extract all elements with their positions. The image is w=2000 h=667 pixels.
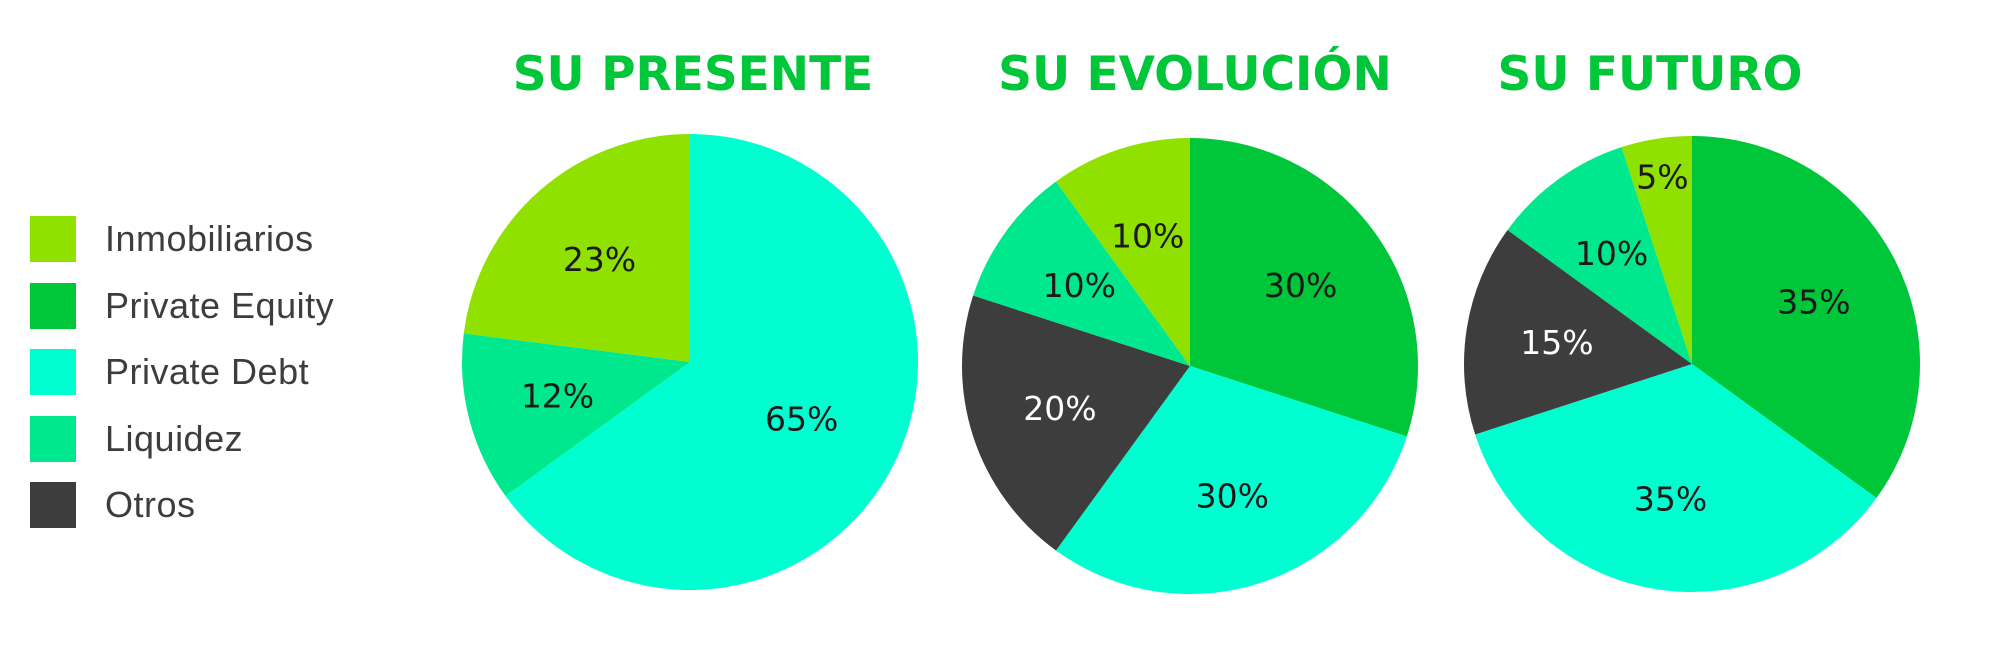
slice-label: 10% xyxy=(1043,266,1116,305)
legend-swatch xyxy=(30,216,76,263)
legend-swatch xyxy=(30,415,76,462)
slice-label: 30% xyxy=(1196,477,1269,516)
slice-label: 65% xyxy=(765,399,838,438)
pie-slice-otros xyxy=(1463,229,1692,435)
slice-label: 10% xyxy=(1111,216,1184,255)
slice-label: 15% xyxy=(1520,323,1593,362)
chart-legend: Inmobiliarios Private Equity Private Deb… xyxy=(30,206,334,539)
pie-slice-inmobiliarios xyxy=(463,134,690,362)
legend-swatch xyxy=(30,482,76,529)
slice-label: 12% xyxy=(521,377,594,416)
pie-slice-liquidez xyxy=(462,333,690,497)
legend-item-liquidez: Liquidez xyxy=(30,406,334,473)
legend-label: Private Equity xyxy=(105,284,335,326)
slice-label: 35% xyxy=(1634,480,1707,519)
legend-label: Inmobiliarios xyxy=(105,218,314,260)
pie-slices: 65% 12% 23% xyxy=(462,134,918,590)
pie-chart-su-futuro: SU FUTURO 35% 35% 15% 10% 5% xyxy=(1463,47,1921,593)
pie-chart-su-evolucion: SU EVOLUCIÓN 30% 30% 20% 10% 10% xyxy=(961,47,1419,595)
pie-slice-private-debt xyxy=(1055,366,1407,595)
legend-swatch xyxy=(30,282,76,329)
pie-slice-inmobiliarios xyxy=(1621,136,1692,364)
pie-slice-liquidez xyxy=(1507,147,1692,364)
slice-label: 35% xyxy=(1777,282,1850,321)
pie-slices: 30% 30% 20% 10% 10% xyxy=(961,138,1419,595)
pie-slice-private-debt xyxy=(505,134,918,590)
slice-label: 10% xyxy=(1575,234,1648,273)
pie-slice-private-debt xyxy=(1475,364,1877,593)
pie-chart-su-presente: SU PRESENTE 65% 12% 23% xyxy=(462,47,918,590)
legend-label: Otros xyxy=(105,484,196,526)
pie-slice-otros xyxy=(961,295,1190,551)
chart-title: SU EVOLUCIÓN xyxy=(998,47,1392,102)
legend-swatch xyxy=(30,349,76,396)
legend-item-private-debt: Private Debt xyxy=(30,339,334,406)
slice-label: 23% xyxy=(563,240,636,279)
legend-item-inmobiliarios: Inmobiliarios xyxy=(30,206,334,273)
chart-title: SU PRESENTE xyxy=(513,47,874,102)
legend-label: Liquidez xyxy=(105,417,244,459)
slice-label: 30% xyxy=(1264,266,1337,305)
pie-slices: 35% 35% 15% 10% 5% xyxy=(1463,136,1921,593)
legend-item-private-equity: Private Equity xyxy=(30,273,334,340)
pie-slice-inmobiliarios xyxy=(1055,138,1190,366)
legend-item-otros: Otros xyxy=(30,472,334,539)
pie-slice-liquidez xyxy=(973,181,1190,366)
legend-label: Private Debt xyxy=(105,351,310,393)
pie-slice-private-equity xyxy=(1692,136,1921,499)
slice-label: 20% xyxy=(1023,389,1096,428)
chart-title: SU FUTURO xyxy=(1497,47,1802,102)
slice-label: 5% xyxy=(1636,158,1688,197)
pie-slice-private-equity xyxy=(1190,138,1419,437)
